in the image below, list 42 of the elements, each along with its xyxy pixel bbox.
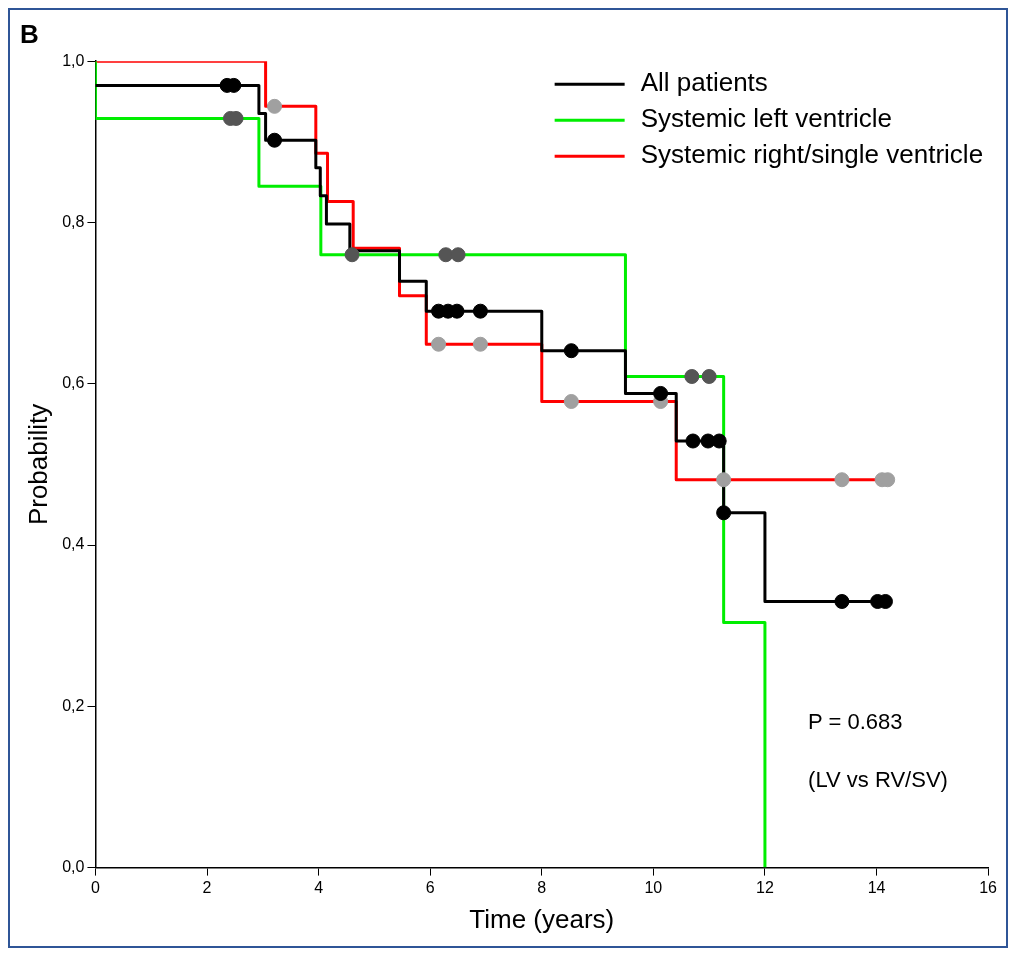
point xyxy=(450,247,466,263)
point xyxy=(563,394,579,409)
x-tick-label: 4 xyxy=(314,878,324,896)
point xyxy=(267,98,283,114)
x-tick-label: 8 xyxy=(537,878,547,896)
point xyxy=(472,303,488,319)
point xyxy=(834,593,850,609)
point xyxy=(653,385,669,401)
point xyxy=(834,472,850,488)
y-tick-label: 1,0 xyxy=(62,51,85,69)
y-tick-label: 0,0 xyxy=(62,858,85,876)
annotation: (LV vs RV/SV) xyxy=(808,766,948,792)
point xyxy=(716,472,732,488)
legend-label: Systemic right/single ventricle xyxy=(640,139,984,170)
x-axis-title: Time (years) xyxy=(469,903,615,934)
point xyxy=(685,433,701,449)
x-tick-label: 10 xyxy=(644,878,663,896)
point xyxy=(711,433,727,449)
x-tick-label: 2 xyxy=(202,878,212,896)
point xyxy=(344,247,360,263)
y-tick-label: 0,4 xyxy=(62,535,85,553)
point xyxy=(431,336,447,352)
point xyxy=(563,343,579,359)
legend-label: All patients xyxy=(640,67,768,98)
point xyxy=(438,247,454,263)
x-tick-label: 6 xyxy=(425,878,435,896)
legend-label: Systemic left ventricle xyxy=(640,103,893,134)
point xyxy=(716,505,732,521)
annotation: P = 0.683 xyxy=(808,708,903,734)
point xyxy=(267,132,283,148)
point xyxy=(472,336,488,352)
y-tick-label: 0,2 xyxy=(62,696,85,714)
y-axis-title: Probability xyxy=(22,403,53,526)
point xyxy=(701,369,717,384)
x-tick-label: 0 xyxy=(90,878,100,896)
x-tick-label: 12 xyxy=(756,878,774,896)
y-tick-label: 0,8 xyxy=(62,212,85,230)
x-tick-label: 16 xyxy=(979,878,998,896)
point xyxy=(684,369,700,384)
x-tick-label: 14 xyxy=(867,878,886,896)
chart-title: B xyxy=(20,18,39,49)
y-tick-label: 0,6 xyxy=(62,374,85,392)
